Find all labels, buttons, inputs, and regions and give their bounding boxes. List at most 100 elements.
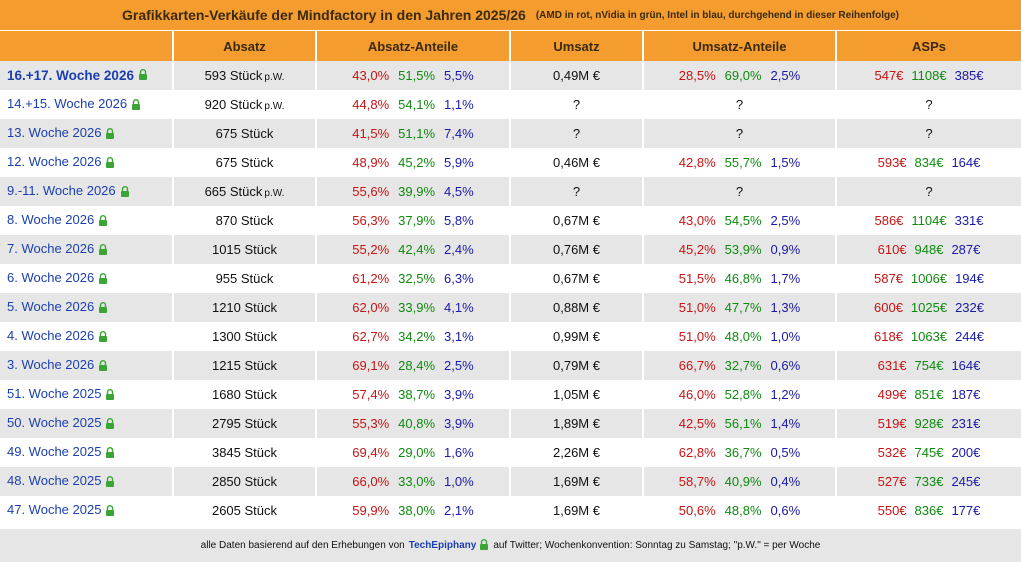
- absatz-value: 870 Stück: [215, 213, 274, 228]
- column-header: Umsatz: [510, 31, 644, 61]
- intel-value: 1,4%: [770, 416, 801, 431]
- amd-value: 587€: [874, 271, 903, 286]
- asps-cell: 499€ 851€ 187€: [836, 380, 1021, 409]
- absatz-value: 1300 Stück: [211, 329, 278, 344]
- week-cell: 13. Woche 2026: [0, 119, 174, 148]
- unknown-value: ?: [925, 126, 933, 141]
- week-cell: 8. Woche 2026: [0, 206, 174, 235]
- nvidia-value: 55,7%: [724, 155, 762, 170]
- week-label: 9.-11. Woche 2026: [7, 183, 116, 199]
- intel-value: 2,4%: [444, 242, 474, 257]
- nvidia-value: 834€: [914, 155, 944, 170]
- umsatz-anteile-cell: 42,8% 55,7% 1,5%: [643, 148, 837, 177]
- table-row: 12. Woche 2026 675 Stück 48,9% 45,2% 5,9% 0,4…: [0, 148, 1021, 177]
- nvidia-value: 48,8%: [724, 503, 762, 518]
- absatz-value: 2605 Stück: [211, 503, 278, 518]
- unknown-value: ?: [925, 184, 933, 199]
- padlock-icon: [98, 359, 108, 374]
- padlock-icon: [120, 185, 130, 200]
- intel-value: 385€: [954, 68, 984, 83]
- nvidia-value: 1006€: [910, 271, 948, 286]
- intel-value: 1,5%: [770, 155, 801, 170]
- intel-value: 4,5%: [444, 184, 474, 199]
- amd-value: 55,2%: [352, 242, 390, 257]
- nvidia-value: 38,7%: [398, 387, 436, 402]
- umsatz-cell: ?: [510, 119, 644, 148]
- week-cell: 3. Woche 2026: [0, 351, 174, 380]
- umsatz-anteile-cell: 66,7% 32,7% 0,6%: [643, 351, 837, 380]
- absatz-anteile-cell: 55,6% 39,9% 4,5%: [316, 177, 511, 206]
- absatz-value: 675 Stück: [215, 126, 274, 141]
- amd-value: 62,0%: [352, 300, 390, 315]
- absatz-value: 2795 Stück: [211, 416, 278, 431]
- absatz-anteile-cell: 66,0% 33,0% 1,0%: [316, 467, 511, 496]
- amd-value: 45,2%: [678, 242, 716, 257]
- absatz-value: 1015 Stück: [211, 242, 278, 257]
- asps-cell: 587€ 1006€ 194€: [836, 264, 1021, 293]
- amd-value: 66,0%: [352, 474, 390, 489]
- absatz-cell: 1680 Stück: [173, 380, 317, 409]
- amd-value: 62,7%: [352, 329, 390, 344]
- week-cell: 49. Woche 2025: [0, 438, 174, 467]
- nvidia-value: 34,2%: [398, 329, 436, 344]
- umsatz-cell: 0,99M €: [510, 322, 644, 351]
- nvidia-value: 40,9%: [724, 474, 762, 489]
- nvidia-value: 32,7%: [724, 358, 762, 373]
- amd-value: 43,0%: [352, 68, 390, 83]
- week-label: 48. Woche 2025: [7, 473, 102, 489]
- absatz-cell: 2795 Stück: [173, 409, 317, 438]
- amd-value: 631€: [877, 358, 907, 373]
- amd-value: 43,0%: [678, 213, 716, 228]
- nvidia-value: 33,0%: [398, 474, 436, 489]
- asps-cell: 550€ 836€ 177€: [836, 496, 1021, 525]
- umsatz-cell: 0,46M €: [510, 148, 644, 177]
- padlock-icon: [105, 417, 115, 432]
- column-header: Absatz: [173, 31, 317, 61]
- amd-value: 61,2%: [352, 271, 390, 286]
- umsatz-anteile-cell: 51,0% 48,0% 1,0%: [643, 322, 837, 351]
- absatz-anteile-cell: 55,2% 42,4% 2,4%: [316, 235, 511, 264]
- umsatz-cell: 0,67M €: [510, 264, 644, 293]
- intel-value: 5,5%: [444, 68, 474, 83]
- table-row: 6. Woche 2026 955 Stück 61,2% 32,5% 6,3% 0,67…: [0, 264, 1021, 293]
- absatz-anteile-cell: 69,1% 28,4% 2,5%: [316, 351, 511, 380]
- umsatz-anteile-cell: 43,0% 54,5% 2,5%: [643, 206, 837, 235]
- asps-cell: 547€ 1108€ 385€: [836, 61, 1021, 90]
- nvidia-value: 51,1%: [398, 126, 436, 141]
- umsatz-value: 1,89M €: [553, 416, 600, 431]
- umsatz-value: 0,67M €: [553, 213, 600, 228]
- intel-value: 5,9%: [444, 155, 474, 170]
- week-label: 16.+17. Woche 2026: [7, 67, 134, 83]
- intel-value: 287€: [951, 242, 981, 257]
- padlock-icon: [479, 538, 489, 553]
- nvidia-value: 29,0%: [398, 445, 436, 460]
- nvidia-value: 37,9%: [398, 213, 436, 228]
- absatz-value: 3845 Stück: [211, 445, 278, 460]
- asps-cell: 519€ 928€ 231€: [836, 409, 1021, 438]
- intel-value: 2,1%: [444, 503, 474, 518]
- absatz-cell: 665 Stück p.W.: [173, 177, 317, 206]
- amd-value: 48,9%: [352, 155, 390, 170]
- nvidia-value: 733€: [914, 474, 944, 489]
- absatz-anteile-cell: 62,0% 33,9% 4,1%: [316, 293, 511, 322]
- amd-value: 55,3%: [352, 416, 390, 431]
- intel-value: 1,1%: [444, 97, 474, 112]
- umsatz-value: ?: [572, 97, 581, 112]
- unknown-value: ?: [735, 126, 744, 141]
- absatz-cell: 1210 Stück: [173, 293, 317, 322]
- column-header: Absatz-Anteile: [316, 31, 511, 61]
- week-label: 5. Woche 2026: [7, 299, 95, 315]
- absatz-value: 920 Stück: [204, 97, 263, 112]
- amd-value: 527€: [877, 474, 907, 489]
- week-label: 8. Woche 2026: [7, 212, 95, 228]
- absatz-value: 1215 Stück: [211, 358, 278, 373]
- table-row: 8. Woche 2026 870 Stück 56,3% 37,9% 5,8% 0,67…: [0, 206, 1021, 235]
- intel-value: 1,7%: [770, 271, 801, 286]
- sales-table: Absatz Absatz-Anteile Umsatz Umsatz-Ante…: [0, 31, 1021, 525]
- nvidia-value: 928€: [914, 416, 944, 431]
- umsatz-anteile-cell: 46,0% 52,8% 1,2%: [643, 380, 837, 409]
- intel-value: 0,9%: [770, 242, 801, 257]
- umsatz-anteile-cell: 50,6% 48,8% 0,6%: [643, 496, 837, 525]
- umsatz-cell: 0,67M €: [510, 206, 644, 235]
- intel-value: 7,4%: [444, 126, 474, 141]
